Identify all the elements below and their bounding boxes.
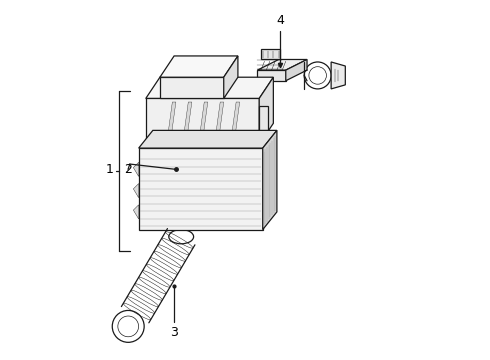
Polygon shape xyxy=(139,130,277,148)
Polygon shape xyxy=(261,49,280,59)
Polygon shape xyxy=(160,77,224,99)
Polygon shape xyxy=(146,99,259,145)
Polygon shape xyxy=(133,184,139,198)
Polygon shape xyxy=(146,77,273,99)
Polygon shape xyxy=(139,148,263,230)
Polygon shape xyxy=(257,59,307,70)
Polygon shape xyxy=(160,56,238,77)
Polygon shape xyxy=(286,59,307,81)
Polygon shape xyxy=(331,62,345,89)
Text: 2: 2 xyxy=(124,163,132,176)
Polygon shape xyxy=(167,102,176,141)
Text: 1: 1 xyxy=(106,163,114,176)
Polygon shape xyxy=(183,102,192,141)
Polygon shape xyxy=(259,106,268,131)
Polygon shape xyxy=(224,56,238,99)
Text: 3: 3 xyxy=(170,326,178,339)
Text: 4: 4 xyxy=(276,14,284,27)
Polygon shape xyxy=(133,205,139,219)
Polygon shape xyxy=(259,77,273,145)
Polygon shape xyxy=(199,102,208,141)
Polygon shape xyxy=(215,102,224,141)
Polygon shape xyxy=(257,70,286,81)
Polygon shape xyxy=(231,102,240,141)
Polygon shape xyxy=(263,130,277,230)
Polygon shape xyxy=(133,162,139,176)
